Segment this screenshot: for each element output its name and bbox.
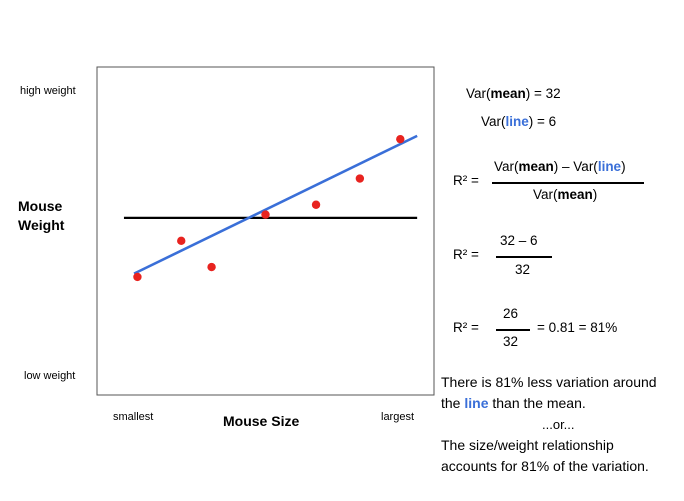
r2-label-general: R² = <box>453 173 479 188</box>
explanation-line-4: accounts for 81% of the variation. <box>441 458 649 474</box>
gen-num-line: line <box>597 159 622 174</box>
data-point-5 <box>311 200 321 209</box>
var-mean-post: ) = 32 <box>525 86 561 101</box>
r2-result-fraction-bar <box>496 329 530 331</box>
r2-result-numerator: 26 <box>503 306 519 321</box>
explanation-or: ...or... <box>542 417 575 432</box>
r2-general-fraction-bar <box>492 182 644 184</box>
y-tick-high: high weight <box>20 85 76 97</box>
explanation-line-2-pre: the <box>441 395 465 411</box>
var-line-word: line <box>505 114 529 129</box>
gen-num-mid: ) – Var( <box>553 159 598 174</box>
plot-frame <box>96 66 435 396</box>
gen-num-mean: mean <box>518 159 554 174</box>
explanation-line-1: There is 81% less variation around <box>441 374 657 390</box>
r2-label-result: R² = <box>453 320 479 335</box>
explanation-line-2-post: than the mean. <box>488 395 586 411</box>
var-line-pre: Var( <box>481 114 506 129</box>
gen-den-pre: Var( <box>533 187 558 202</box>
var-line-equation: Var(line) = 6 <box>481 114 556 129</box>
explanation-line-3: The size/weight relationship <box>441 437 614 453</box>
r2-numeric-denominator: 32 <box>515 262 531 277</box>
gen-den-post: ) <box>592 187 598 202</box>
y-tick-low: low weight <box>24 370 76 382</box>
r2-result-denominator: 32 <box>503 334 519 349</box>
r2-general-numerator: Var(mean) – Var(line) <box>494 159 626 174</box>
var-mean-word: mean <box>490 86 526 101</box>
fit-line <box>133 134 418 275</box>
gen-den-mean: mean <box>557 187 593 202</box>
data-point-2 <box>177 236 186 246</box>
data-point-3 <box>207 262 216 272</box>
r2-numeric-fraction-bar <box>496 256 552 258</box>
explanation-line-2-word: line <box>464 395 489 411</box>
gen-num-post: ) <box>621 159 626 174</box>
var-line-post: ) = 6 <box>528 114 557 129</box>
data-point-1 <box>133 272 142 282</box>
var-mean-equation: Var(mean) = 32 <box>466 86 561 101</box>
data-point-6 <box>355 174 365 183</box>
x-tick-largest: largest <box>381 411 415 423</box>
r2-general-denominator: Var(mean) <box>533 187 597 202</box>
data-point-7 <box>396 134 405 144</box>
y-axis-title-line-2: Weight <box>18 217 65 233</box>
x-tick-smallest: smallest <box>113 411 154 423</box>
y-axis-title-line-1: Mouse <box>18 198 63 214</box>
explanation-line-2: the line than the mean. <box>441 393 586 414</box>
var-mean-pre: Var( <box>466 86 491 101</box>
gen-num-pre: Var( <box>494 159 519 174</box>
y-axis-title: Mouse Weight <box>18 197 64 235</box>
r2-numeric-numerator: 32 – 6 <box>500 233 538 248</box>
x-axis-title: Mouse Size <box>223 413 300 429</box>
r2-result-tail: = 0.81 = 81% <box>537 320 618 335</box>
r2-label-numeric: R² = <box>453 247 479 262</box>
data-point-4 <box>261 210 270 219</box>
